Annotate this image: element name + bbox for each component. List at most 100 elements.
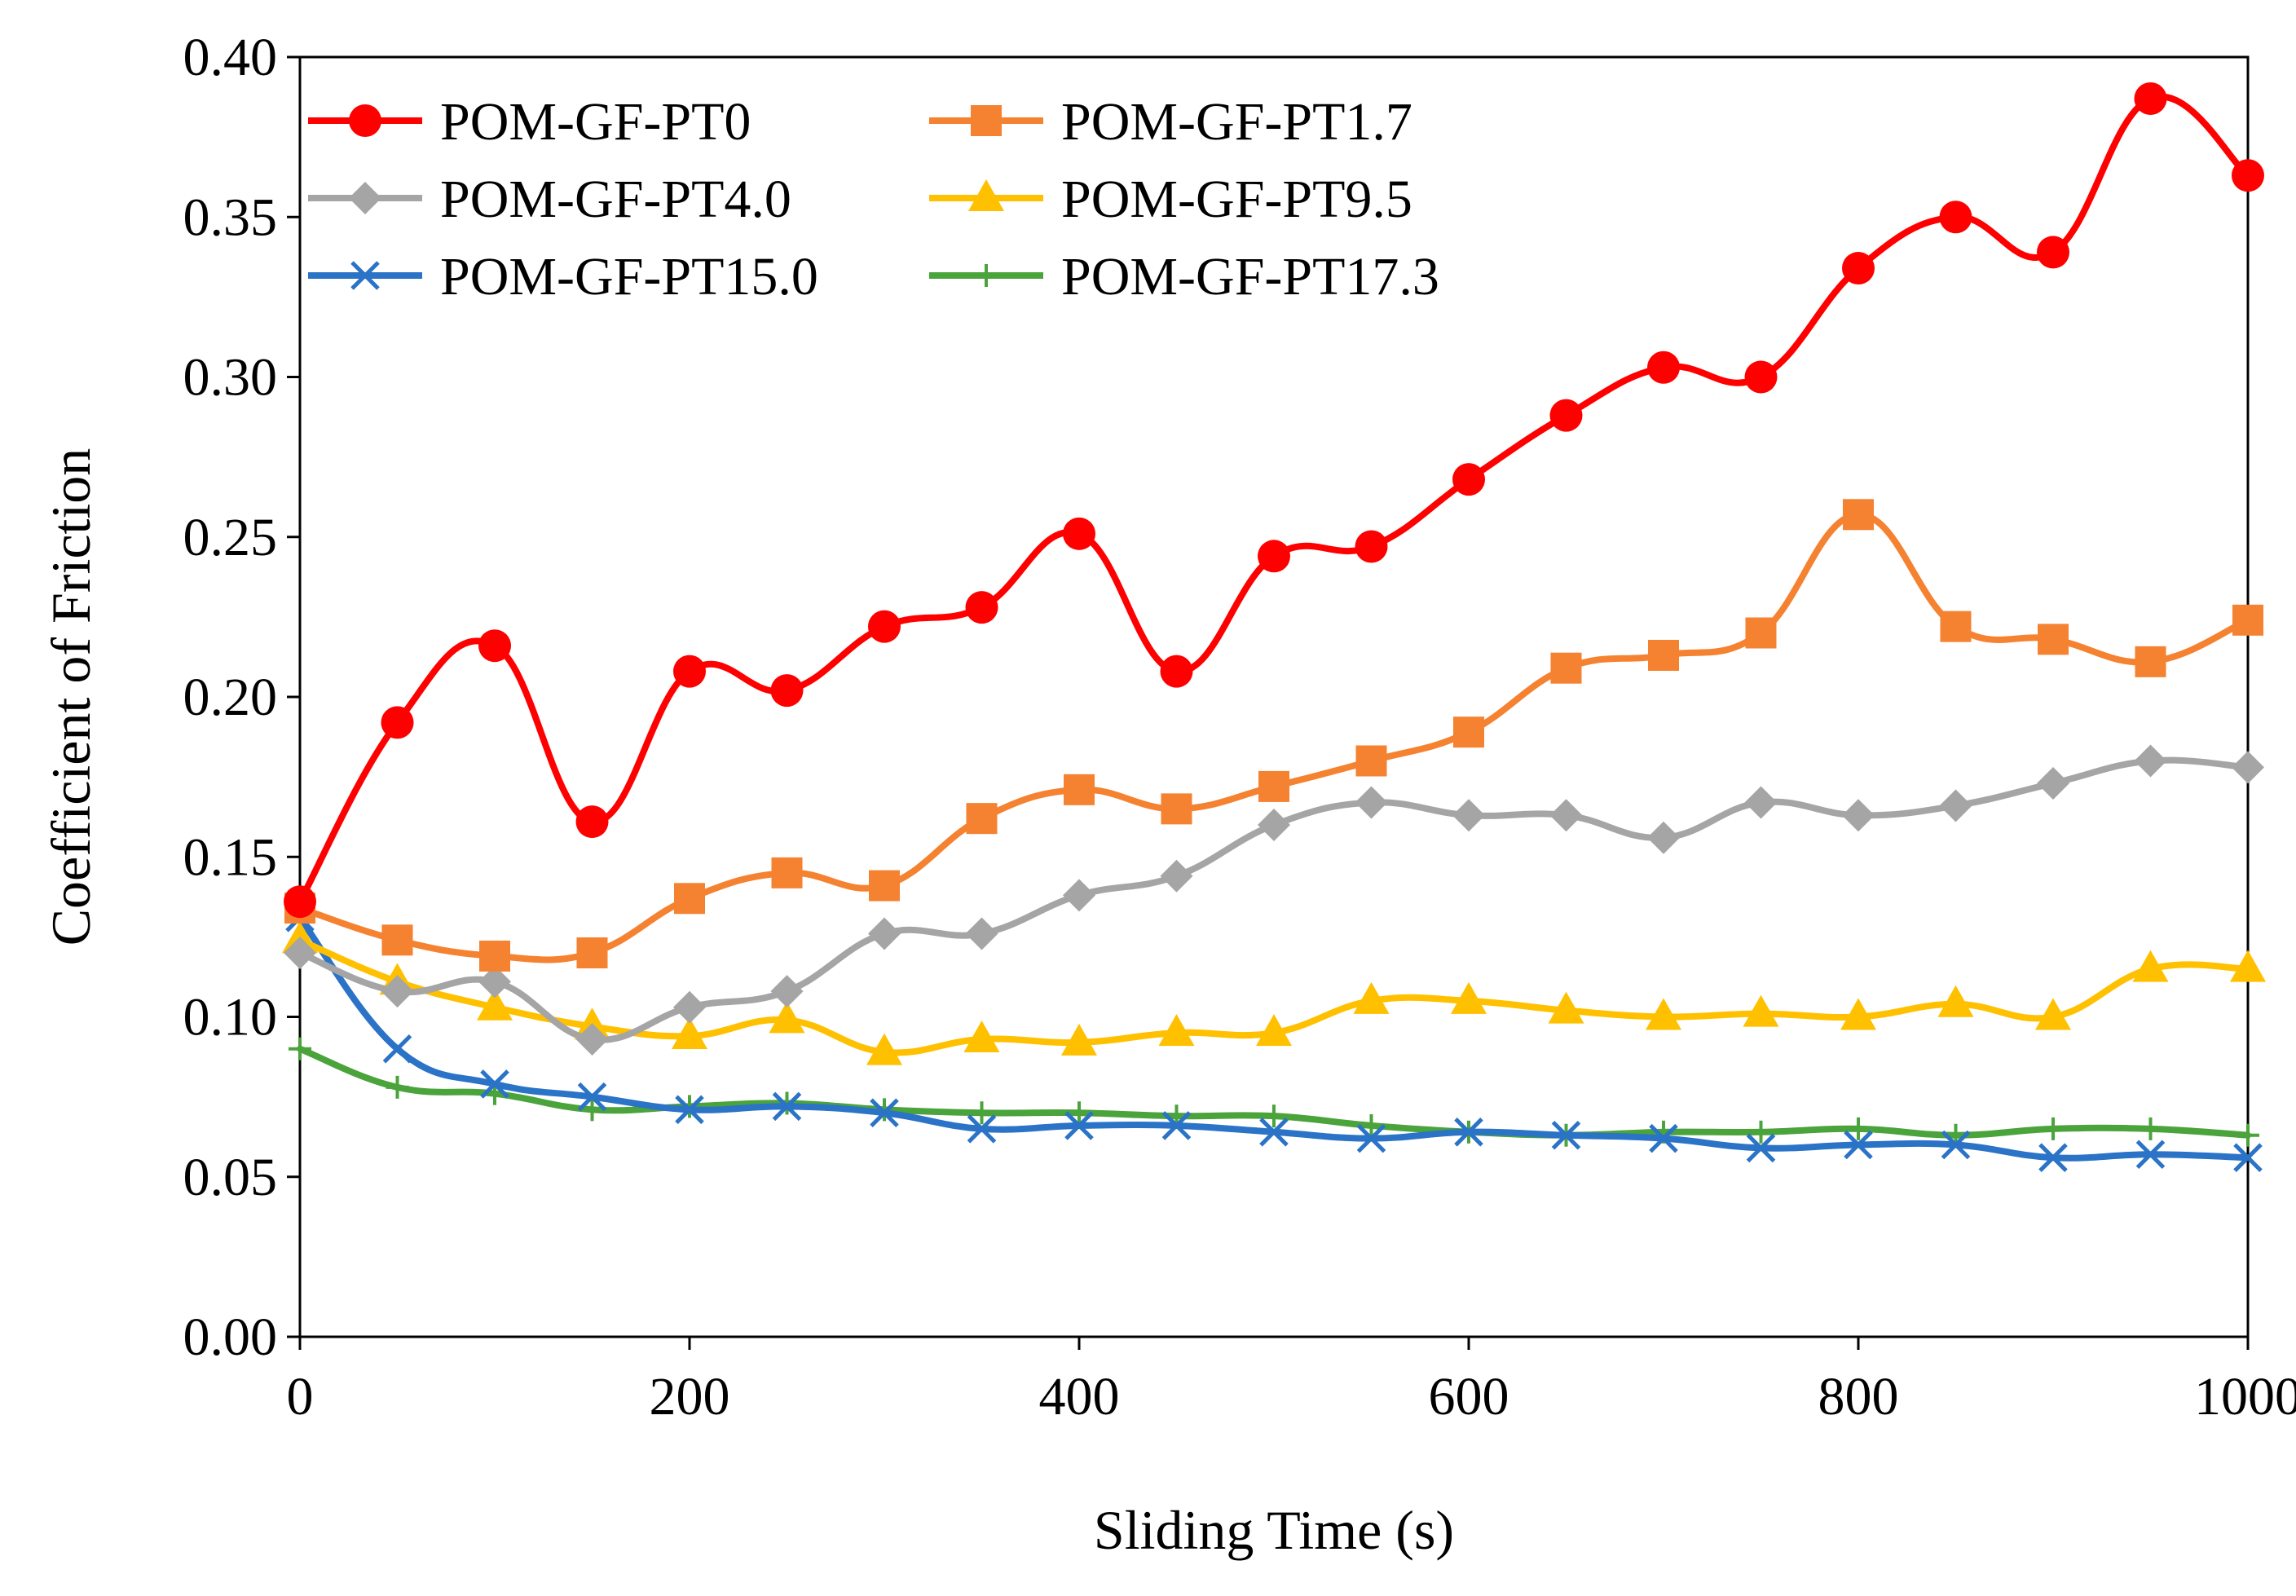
legend-item: POM-GF-PT15.0	[308, 247, 818, 306]
data-point	[575, 805, 609, 839]
series-POM-GF-PT4.0	[284, 744, 2264, 1056]
data-point	[480, 1069, 509, 1099]
data-point	[1551, 1120, 1581, 1150]
data-point	[1940, 611, 1972, 642]
data-point	[1550, 652, 1582, 684]
data-point	[1355, 530, 1388, 563]
series-POM-GF-PT15.0	[285, 903, 2263, 1172]
data-point	[970, 1101, 994, 1125]
data-point	[967, 1114, 997, 1144]
data-point	[1256, 1014, 1292, 1047]
data-point	[1745, 617, 1777, 649]
data-point	[868, 610, 901, 643]
y-tick-label: 0.40	[183, 28, 278, 87]
data-point	[1258, 770, 1289, 802]
data-point	[1746, 1133, 1776, 1163]
data-point	[575, 1022, 609, 1056]
data-point	[2037, 766, 2069, 800]
legend-marker	[350, 261, 380, 290]
data-point	[2038, 624, 2069, 655]
data-point	[1355, 745, 1387, 777]
data-point	[478, 629, 511, 663]
data-point	[1063, 879, 1095, 912]
data-point	[1355, 786, 1388, 819]
y-tick-label: 0.30	[183, 348, 278, 408]
data-point	[1160, 655, 1193, 688]
data-point	[2042, 1117, 2065, 1140]
legend-marker	[349, 182, 381, 214]
data-point	[2139, 1117, 2162, 1140]
data-point	[1452, 463, 1485, 496]
data-point	[1258, 809, 1290, 841]
y-tick-label: 0.35	[183, 187, 278, 247]
x-tick-label: 800	[1818, 1367, 1899, 1426]
data-point	[381, 706, 414, 739]
y-tick-label: 0.15	[183, 827, 278, 887]
data-point	[1744, 360, 1778, 394]
data-point	[2135, 646, 2166, 677]
data-point	[1847, 1117, 1870, 1140]
data-point	[1649, 1123, 1678, 1153]
x-tick-label: 400	[1039, 1367, 1120, 1426]
data-point	[479, 940, 510, 972]
data-point	[870, 1098, 899, 1128]
data-point	[675, 1095, 704, 1125]
legend-item: POM-GF-PT9.5	[929, 170, 1412, 229]
data-point	[2232, 604, 2263, 636]
data-point	[2038, 1143, 2068, 1172]
data-point	[1939, 201, 1972, 234]
data-point	[866, 1033, 902, 1065]
series-POM-GF-PT17.3	[289, 1037, 2259, 1147]
data-point	[1743, 994, 1779, 1027]
data-point	[1549, 799, 1583, 832]
legend-marker	[971, 105, 1002, 136]
data-point	[2035, 998, 2071, 1030]
data-point	[1844, 1130, 1873, 1160]
data-point	[1549, 399, 1583, 432]
data-point	[2134, 82, 2167, 116]
legend-item: POM-GF-PT1.7	[929, 92, 1412, 152]
data-point	[1064, 774, 1095, 805]
x-tick-label: 0	[287, 1367, 314, 1426]
data-point	[868, 917, 901, 950]
data-point	[478, 965, 511, 999]
data-point	[580, 1098, 604, 1122]
data-point	[1356, 1123, 1386, 1153]
data-point	[1646, 998, 1681, 1030]
data-point	[1840, 998, 1876, 1030]
data-point	[1063, 517, 1095, 550]
data-point	[381, 975, 414, 1008]
data-point	[1647, 821, 1680, 854]
y-tick-label: 0.20	[183, 668, 278, 727]
y-tick-label: 0.10	[183, 988, 278, 1047]
legend-item: POM-GF-PT17.3	[929, 247, 1439, 306]
data-point	[1548, 991, 1584, 1024]
data-point	[477, 988, 513, 1021]
data-point	[1454, 1118, 1483, 1147]
series-POM-GF-PT0	[284, 82, 2264, 919]
legend-label: POM-GF-PT4.0	[440, 170, 791, 229]
data-point	[1160, 859, 1193, 893]
data-point	[1263, 1104, 1285, 1128]
data-point	[1744, 786, 1778, 819]
data-point	[1939, 789, 1972, 822]
data-point	[770, 674, 804, 708]
x-axis-title: Sliding Time (s)	[1094, 1499, 1454, 1561]
data-point	[965, 591, 998, 624]
legend-label: POM-GF-PT0	[440, 92, 751, 152]
data-point	[2237, 1123, 2259, 1147]
y-axis-title: Coefficient of Friction	[40, 448, 102, 946]
data-point	[1647, 351, 1680, 384]
data-point	[963, 1020, 1000, 1052]
x-tick-label: 200	[650, 1367, 730, 1426]
data-point	[2132, 950, 2169, 982]
x-tick-label: 600	[1429, 1367, 1509, 1426]
data-point	[1453, 716, 1484, 748]
data-point	[2233, 1143, 2263, 1172]
data-point	[1452, 799, 1485, 832]
data-point	[769, 1001, 805, 1034]
legend-item: POM-GF-PT0	[308, 92, 751, 152]
data-point	[2135, 1140, 2166, 1170]
data-point	[772, 1091, 802, 1122]
